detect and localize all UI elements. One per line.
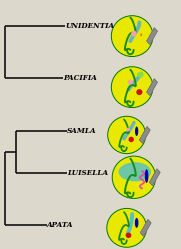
Ellipse shape [126,127,130,131]
Ellipse shape [136,89,142,95]
Text: SAMLA: SAMLA [67,127,97,135]
Text: LUISELLA: LUISELLA [67,169,108,177]
Ellipse shape [135,126,138,136]
Ellipse shape [111,67,153,108]
Ellipse shape [107,208,147,247]
Ellipse shape [145,169,148,183]
Polygon shape [147,28,157,45]
Text: UNIDENTIA: UNIDENTIA [65,22,114,30]
Ellipse shape [131,31,137,37]
Ellipse shape [135,218,138,228]
Ellipse shape [111,16,153,57]
Ellipse shape [112,156,156,198]
Ellipse shape [126,233,131,238]
Polygon shape [149,169,160,186]
Ellipse shape [140,33,142,36]
Ellipse shape [137,72,144,77]
Ellipse shape [128,80,133,85]
Ellipse shape [119,162,151,181]
Ellipse shape [129,137,134,142]
Polygon shape [139,126,150,143]
Polygon shape [140,219,151,236]
Text: APATA: APATA [47,221,73,229]
Text: PACIFIA: PACIFIA [63,74,97,82]
Polygon shape [147,79,157,96]
Ellipse shape [108,116,146,154]
